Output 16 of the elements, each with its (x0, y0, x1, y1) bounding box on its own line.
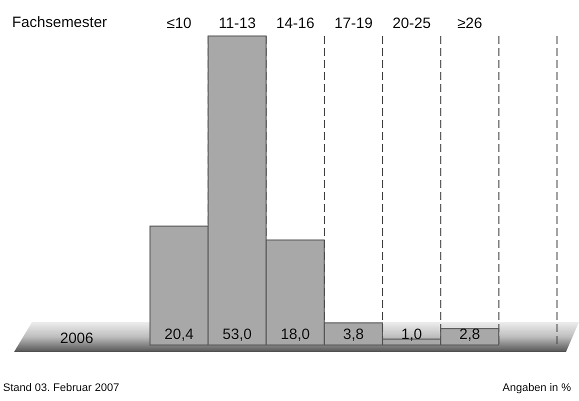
x-tick-label: 20-25 (392, 15, 431, 32)
x-tick-label: 11-13 (218, 15, 256, 32)
x-tick-label: ≥26 (457, 15, 482, 32)
data-label: 18,0 (280, 326, 310, 343)
data-label: 3,8 (343, 326, 364, 343)
data-label: 1,0 (401, 326, 422, 343)
x-axis-title: Fachsemester (12, 14, 108, 31)
data-label: 2,8 (459, 326, 480, 343)
x-tick-label: ≤10 (166, 15, 192, 32)
x-tick-label: 17-19 (334, 15, 373, 32)
text: Stand 03. Februar 2007 (3, 382, 120, 395)
text: Angaben in % (502, 382, 571, 395)
data-label: 20,4 (164, 326, 194, 343)
x-tick-label: 14-16 (276, 15, 315, 32)
text: 2006 (60, 330, 94, 347)
data-label: 53,0 (222, 326, 252, 343)
